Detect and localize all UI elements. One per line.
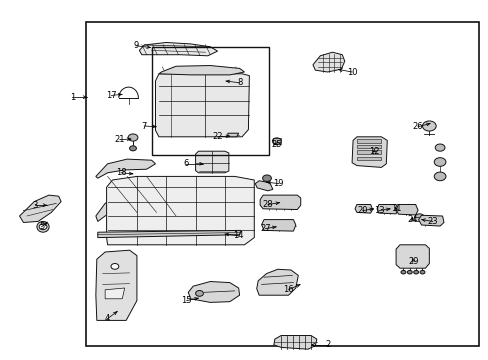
Text: 25: 25 (270, 140, 281, 149)
Text: 12: 12 (368, 147, 379, 156)
Text: 21: 21 (114, 135, 125, 144)
Polygon shape (105, 288, 124, 299)
Text: 17: 17 (106, 91, 117, 100)
Text: 23: 23 (427, 217, 437, 226)
Polygon shape (414, 217, 425, 221)
Text: 16: 16 (283, 285, 293, 294)
Bar (85, 22, 478, 346)
Text: 27: 27 (260, 224, 270, 233)
Circle shape (111, 264, 119, 269)
Polygon shape (256, 269, 298, 295)
Polygon shape (96, 159, 155, 178)
Circle shape (400, 270, 405, 274)
Text: 26: 26 (412, 122, 423, 131)
Polygon shape (261, 220, 295, 231)
Text: 28: 28 (262, 200, 273, 209)
Circle shape (433, 158, 445, 166)
Polygon shape (96, 250, 137, 320)
Polygon shape (155, 74, 249, 137)
Text: 22: 22 (212, 132, 223, 141)
Polygon shape (98, 230, 240, 238)
Circle shape (419, 270, 424, 274)
Bar (356, 157, 381, 160)
Polygon shape (395, 204, 417, 215)
Polygon shape (418, 215, 443, 226)
Text: 6: 6 (183, 159, 188, 168)
Polygon shape (106, 176, 254, 245)
Bar (356, 139, 381, 143)
Polygon shape (260, 195, 300, 210)
Text: 7: 7 (142, 122, 146, 131)
Polygon shape (376, 204, 397, 214)
Polygon shape (20, 195, 61, 222)
Polygon shape (312, 52, 344, 72)
Text: 13: 13 (373, 206, 384, 215)
Circle shape (414, 214, 424, 221)
Text: 3: 3 (33, 201, 38, 210)
Circle shape (422, 121, 435, 131)
Polygon shape (96, 187, 155, 221)
Circle shape (129, 146, 136, 151)
Bar (356, 150, 381, 154)
Text: 8: 8 (237, 78, 242, 87)
Text: 9: 9 (133, 41, 138, 50)
Circle shape (39, 224, 47, 230)
Polygon shape (273, 336, 316, 349)
Text: 20: 20 (357, 206, 367, 215)
Polygon shape (351, 137, 386, 167)
Polygon shape (255, 181, 272, 191)
Polygon shape (159, 66, 244, 75)
Circle shape (195, 291, 203, 296)
Circle shape (272, 138, 281, 144)
Ellipse shape (37, 221, 49, 232)
Circle shape (128, 134, 138, 141)
Text: 19: 19 (273, 179, 284, 188)
Polygon shape (395, 245, 428, 268)
Circle shape (407, 270, 411, 274)
Polygon shape (139, 42, 217, 56)
Circle shape (262, 175, 271, 181)
Text: 24: 24 (406, 215, 417, 224)
Text: 14: 14 (233, 231, 244, 240)
Bar (356, 145, 381, 148)
Circle shape (413, 270, 418, 274)
Circle shape (433, 172, 445, 181)
Text: 11: 11 (390, 204, 401, 213)
Text: 18: 18 (116, 168, 126, 177)
Bar (151, 47, 268, 155)
Text: 4: 4 (105, 314, 110, 323)
Text: 10: 10 (346, 68, 357, 77)
Polygon shape (227, 133, 238, 137)
Text: 29: 29 (407, 256, 418, 266)
Text: 1: 1 (70, 93, 75, 102)
Polygon shape (188, 282, 239, 302)
Polygon shape (354, 204, 372, 213)
Text: 15: 15 (181, 296, 192, 305)
Circle shape (434, 144, 444, 151)
Polygon shape (195, 151, 228, 173)
Text: 5: 5 (39, 222, 44, 231)
Text: 2: 2 (325, 341, 329, 349)
